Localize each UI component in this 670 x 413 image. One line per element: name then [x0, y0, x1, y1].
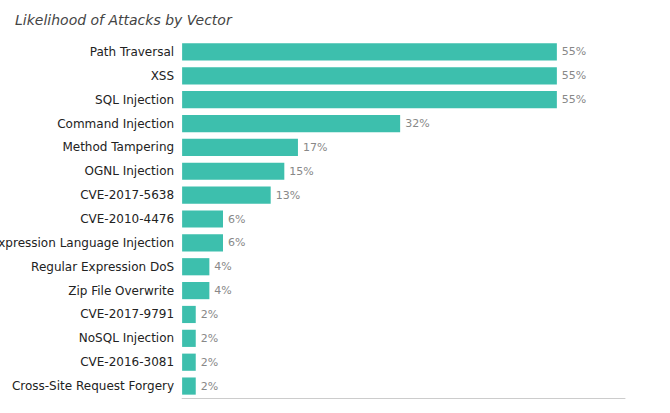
svg-text:Zip File Overwrite: Zip File Overwrite — [68, 284, 174, 298]
svg-text:SQL Injection: SQL Injection — [95, 93, 174, 107]
svg-text:Command Injection: Command Injection — [57, 117, 174, 131]
svg-text:13%: 13% — [276, 189, 300, 202]
svg-text:2%: 2% — [201, 332, 218, 345]
svg-text:OGNL Injection: OGNL Injection — [84, 164, 174, 178]
svg-text:Regular Expression DoS: Regular Expression DoS — [31, 260, 174, 274]
svg-text:Expression Language Injection: Expression Language Injection — [0, 236, 174, 250]
svg-text:CVE-2016-3081: CVE-2016-3081 — [80, 355, 174, 369]
svg-text:CVE-2010-4476: CVE-2010-4476 — [80, 212, 174, 226]
svg-text:55%: 55% — [562, 45, 586, 58]
svg-text:Likelihood of Attacks by Vecto: Likelihood of Attacks by Vector — [15, 12, 233, 28]
svg-text:6%: 6% — [228, 213, 245, 226]
svg-text:55%: 55% — [562, 93, 586, 106]
svg-text:CVE-2017-5638: CVE-2017-5638 — [80, 188, 174, 202]
svg-text:NoSQL Injection: NoSQL Injection — [79, 331, 174, 345]
svg-text:CVE-2017-9791: CVE-2017-9791 — [80, 307, 174, 321]
svg-text:15%: 15% — [289, 165, 313, 178]
svg-text:Cross-Site Request Forgery: Cross-Site Request Forgery — [12, 379, 174, 393]
svg-text:Path Traversal: Path Traversal — [90, 45, 174, 59]
svg-text:6%: 6% — [228, 236, 245, 249]
svg-text:32%: 32% — [405, 117, 429, 130]
svg-text:55%: 55% — [562, 69, 586, 82]
svg-text:4%: 4% — [214, 284, 231, 297]
svg-text:2%: 2% — [201, 356, 218, 369]
svg-text:2%: 2% — [201, 380, 218, 393]
svg-text:17%: 17% — [303, 141, 327, 154]
svg-text:4%: 4% — [214, 260, 231, 273]
svg-text:2%: 2% — [201, 308, 218, 321]
svg-text:Method Tampering: Method Tampering — [62, 140, 174, 154]
svg-text:XSS: XSS — [151, 69, 174, 83]
